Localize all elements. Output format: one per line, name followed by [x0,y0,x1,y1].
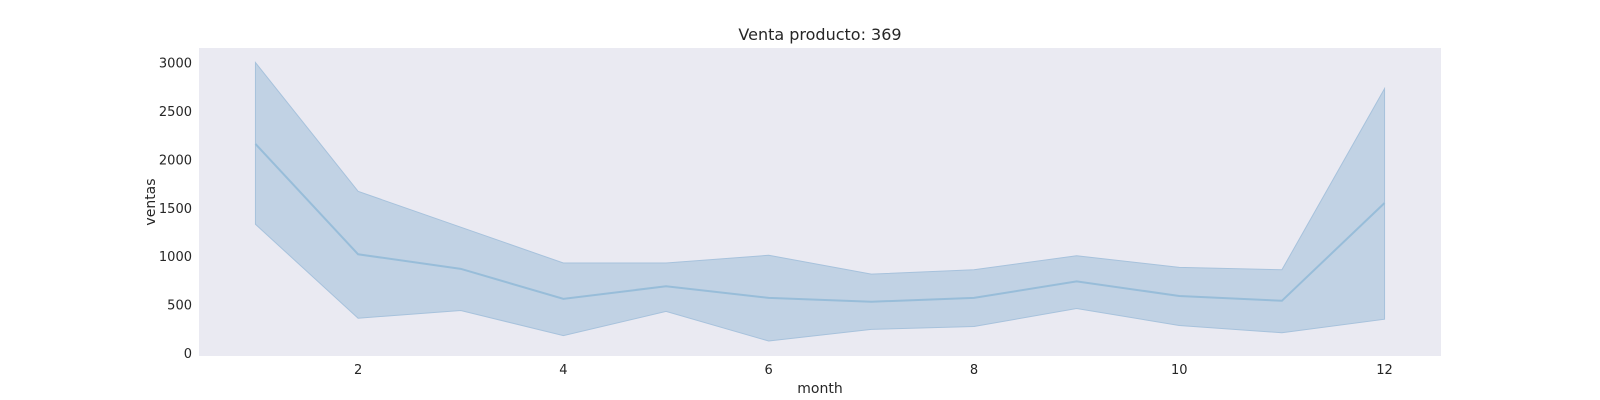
x-tick-label: 12 [1376,363,1393,378]
y-tick-label: 1500 [159,202,192,217]
y-axis-label: ventas [143,178,159,225]
x-tick-label: 2 [354,363,362,378]
y-tick-label: 500 [167,299,192,314]
confidence-band [254,61,1386,342]
confidence-band-layer [254,61,1386,342]
series-line [254,143,1386,303]
x-tick-label: 8 [970,363,978,378]
x-axis-label: month [797,381,842,397]
y-tick-label: 1000 [159,250,192,265]
x-axis-ticks: 2 4 6 8 10 12 [354,363,1393,378]
x-tick-label: 4 [559,363,567,378]
y-tick-label: 2000 [159,153,192,168]
y-tick-label: 3000 [159,57,192,72]
y-axis-ticks: 0 500 1000 1500 2000 2500 3000 [159,57,192,363]
chart-title: Venta producto: 369 [738,25,901,44]
series-line-layer [254,143,1386,303]
y-tick-label: 2500 [159,105,192,120]
x-tick-label: 6 [765,363,773,378]
y-tick-label: 0 [184,347,192,362]
x-tick-label: 10 [1171,363,1188,378]
